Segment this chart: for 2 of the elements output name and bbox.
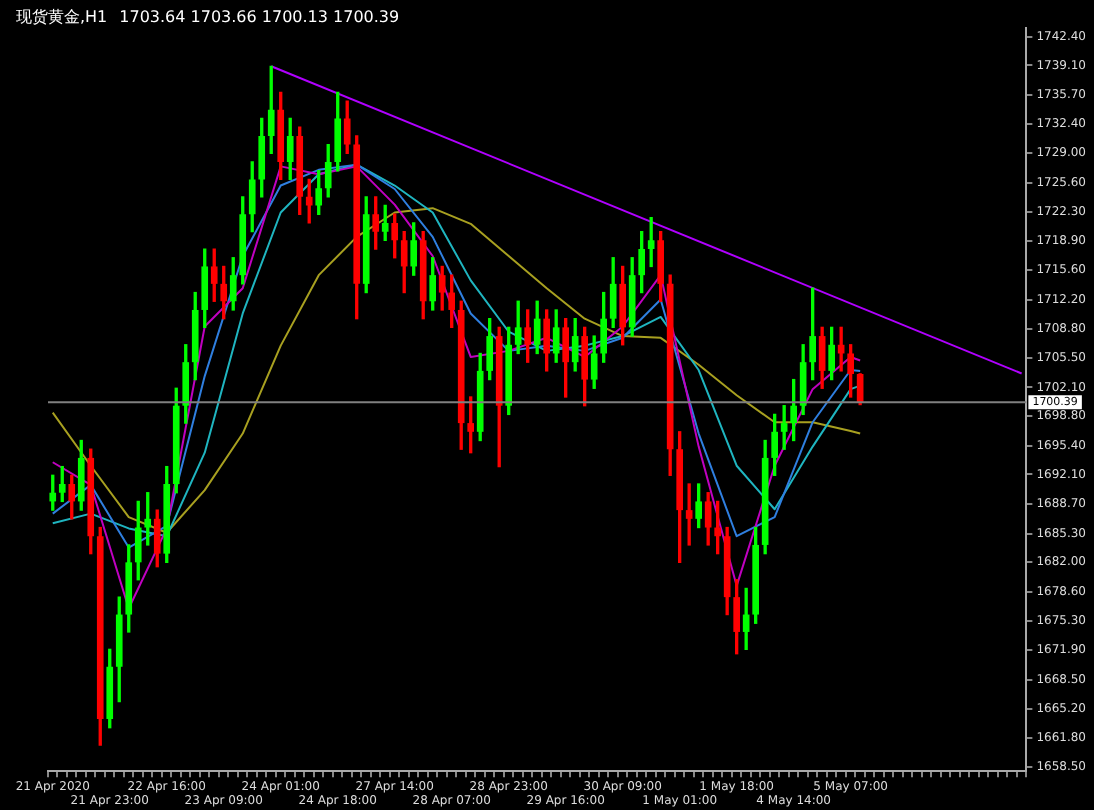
chart-subtitle: 1703.64 1703.66 1700.13 1700.39 <box>119 8 400 26</box>
chart-title: 现货黄金,H1 <box>16 8 108 26</box>
